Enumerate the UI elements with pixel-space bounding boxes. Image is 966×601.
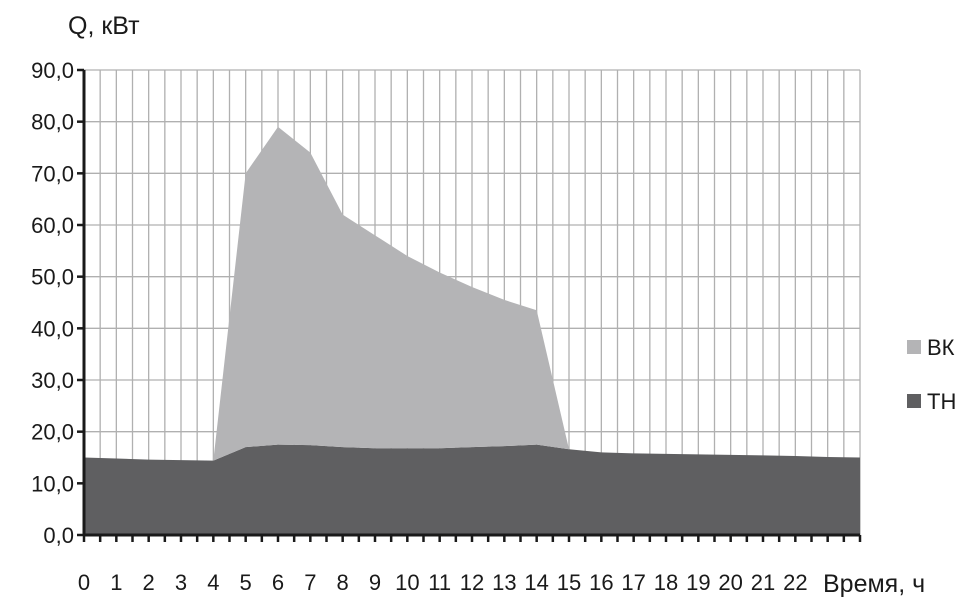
- x-tick-label: 19: [686, 570, 710, 595]
- x-axis-title: Время, ч: [823, 570, 925, 598]
- plot-areas: [84, 126, 860, 535]
- x-tick-labels: 0 1 2 3 4 5 6 7 8 9 10 11 12 13 14 15 16 17 18 19 20 21 22: [78, 570, 808, 595]
- axes: [77, 68, 862, 542]
- x-tick-label: 14: [524, 570, 548, 595]
- legend-swatch: [907, 394, 921, 408]
- x-tick-label: 21: [751, 570, 775, 595]
- area-series-ТН: [84, 444, 860, 535]
- x-tick-label: 11: [428, 570, 451, 595]
- x-tick-label: 12: [460, 570, 484, 595]
- x-tick-label: 7: [304, 570, 316, 595]
- legend-swatch: [907, 340, 921, 354]
- y-tick-label: 70,0: [31, 161, 74, 186]
- y-tick-label: 40,0: [31, 316, 74, 341]
- x-tick-label: 0: [78, 570, 90, 595]
- x-tick-label: 6: [272, 570, 284, 595]
- y-tick-label: 80,0: [31, 110, 74, 135]
- y-tick-label: 10,0: [31, 471, 74, 496]
- x-tick-label: 8: [337, 570, 349, 595]
- legend-label: ТН: [927, 389, 956, 414]
- x-tick-label: 13: [492, 570, 516, 595]
- y-tick-label: 30,0: [31, 368, 74, 393]
- x-tick-label: 4: [207, 570, 219, 595]
- x-tick-label: 10: [395, 570, 419, 595]
- x-tick-label: 2: [143, 570, 155, 595]
- y-tick-label: 50,0: [31, 265, 74, 290]
- legend-label: ВК: [927, 335, 955, 360]
- y-tick-label: 20,0: [31, 420, 74, 445]
- x-tick-label: 22: [783, 570, 807, 595]
- y-tick-labels: 0,0 10,0 20,0 30,0 40,0 50,0 60,0 70,0 80,0 90,0: [31, 58, 74, 548]
- x-tick-label: 5: [240, 570, 252, 595]
- area-series-ВК: [84, 126, 860, 461]
- x-tick-label: 20: [718, 570, 742, 595]
- x-tick-label: 18: [654, 570, 678, 595]
- x-tick-label: 3: [175, 570, 187, 595]
- y-tick-label: 0,0: [43, 523, 74, 548]
- y-tick-label: 60,0: [31, 213, 74, 238]
- y-axis-title: Q, кВт: [68, 12, 140, 40]
- x-tick-label: 1: [110, 570, 122, 595]
- legend: ВК ТН: [907, 335, 956, 414]
- y-tick-label: 90,0: [31, 58, 74, 83]
- x-tick-label: 15: [557, 570, 581, 595]
- x-tick-label: 9: [369, 570, 381, 595]
- x-tick-label: 16: [589, 570, 613, 595]
- x-tick-label: 17: [621, 570, 645, 595]
